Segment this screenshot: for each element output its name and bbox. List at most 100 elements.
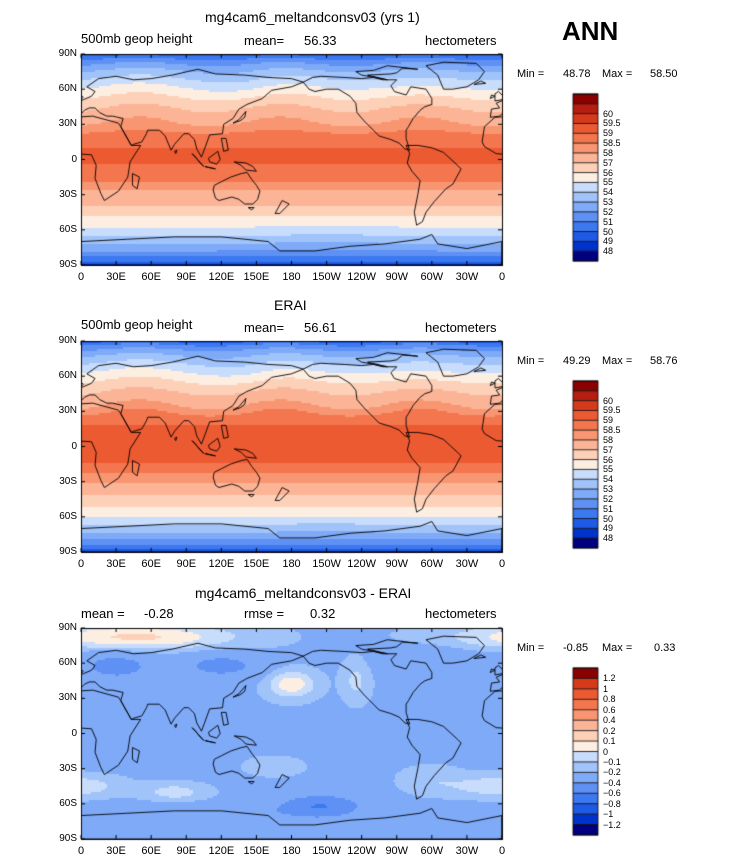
- colorbar-level-label: 59: [603, 415, 614, 426]
- colorbar-level-label: 48: [603, 246, 614, 257]
- colorbar-level-label: 57: [603, 444, 614, 455]
- colorbar-level-label: −1.2: [603, 819, 621, 830]
- x-tick-label: 30E: [106, 271, 126, 283]
- x-tick-label: 150W: [312, 271, 341, 283]
- colorbar-level-label: −1: [603, 809, 614, 820]
- x-tick-label: 60W: [420, 558, 444, 570]
- x-tick-label: 60E: [141, 271, 161, 283]
- x-tick-label: 30W: [455, 271, 479, 283]
- panel3-title: mg4cam6_meltandconsv03 - ERAI: [195, 585, 412, 601]
- panel1-max-value: 58.50: [650, 68, 678, 80]
- colorbar-level-label: 51: [603, 503, 614, 514]
- colorbar-level-label: 1.2: [603, 673, 616, 684]
- x-tick-label: 0: [77, 845, 85, 857]
- x-tick-label: 60E: [141, 558, 161, 570]
- panel2-max-label: Max =: [602, 355, 633, 367]
- colorbar-level-label: 49: [603, 236, 614, 247]
- y-tick-label: 0: [71, 153, 77, 165]
- y-tick-label: 90S: [59, 546, 77, 557]
- x-tick-label: 120E: [208, 271, 235, 283]
- colorbar-level-label: 52: [603, 206, 614, 217]
- colorbar-level-label: −0.8: [603, 798, 621, 809]
- x-tick-label: 180: [282, 271, 301, 283]
- panel1-title: mg4cam6_meltandconsv03 (yrs 1): [205, 9, 420, 25]
- colorbar-level-label: 55: [603, 464, 614, 475]
- panel3-min-value: -0.85: [563, 642, 589, 654]
- x-tick-label: 120W: [347, 845, 377, 857]
- y-tick-label: 30N: [58, 118, 77, 130]
- x-tick-label: 150E: [243, 845, 270, 857]
- y-tick-label: 0: [71, 440, 77, 452]
- y-tick-label: 90N: [58, 335, 77, 346]
- panel3-max-label: Max =: [602, 642, 633, 654]
- colorbar-level-label: 48: [603, 533, 614, 544]
- panel3-min-label: Min =: [517, 642, 545, 654]
- panel3-rmse-value: 0.32: [310, 606, 336, 621]
- x-tick-label: 90E: [176, 271, 197, 283]
- colorbar-level-label: 60: [603, 108, 614, 119]
- colorbar-level-label: 54: [603, 474, 614, 485]
- x-tick-label: 0: [498, 558, 506, 570]
- panel1-mean-value: 56.33: [304, 33, 337, 48]
- colorbar-level-label: 53: [603, 484, 614, 495]
- colorbar-level-label: 0.1: [603, 736, 616, 747]
- panel2-field-label: 500mb geop height: [81, 317, 193, 332]
- colorbar-level-label: 0.4: [603, 715, 616, 726]
- panel2-title: ERAI: [274, 297, 307, 313]
- x-tick-label: 30W: [455, 558, 479, 570]
- x-tick-label: 90W: [385, 271, 409, 283]
- panel2-min-label: Min =: [517, 355, 545, 367]
- y-tick-label: 90S: [59, 259, 77, 270]
- y-tick-label: 60S: [59, 797, 77, 809]
- x-tick-label: 120W: [347, 558, 377, 570]
- colorbar-level-label: −0.6: [603, 788, 621, 799]
- panel1-mean-label: mean=: [244, 33, 285, 48]
- y-tick-label: 60N: [58, 83, 77, 95]
- panel1-max-label: Max =: [602, 68, 633, 80]
- colorbar-level-label: 50: [603, 513, 614, 524]
- y-tick-label: 60S: [59, 223, 77, 235]
- x-tick-label: 0: [77, 558, 85, 570]
- y-tick-label: 30S: [59, 188, 77, 200]
- x-tick-label: 150E: [243, 558, 270, 570]
- colorbar-level-label: 55: [603, 177, 614, 188]
- panel1-units: hectometers: [425, 33, 497, 48]
- x-tick-label: 120E: [208, 558, 235, 570]
- colorbar-level-label: 0.6: [603, 704, 616, 715]
- y-tick-label: 30N: [58, 692, 77, 704]
- panel2-units: hectometers: [425, 320, 497, 335]
- y-tick-label: 90N: [58, 48, 77, 59]
- colorbar-level-label: 0.2: [603, 725, 616, 736]
- colorbar-level-label: 58: [603, 434, 614, 445]
- x-tick-label: 180: [282, 558, 301, 570]
- x-tick-label: 150E: [243, 271, 270, 283]
- colorbar-level-label: 60: [603, 395, 614, 406]
- colorbar-level-label: 51: [603, 216, 614, 227]
- colorbar-level-label: 56: [603, 167, 614, 178]
- y-tick-label: 0: [71, 727, 77, 739]
- colorbar-level-label: −0.4: [603, 777, 621, 788]
- colorbar-level-label: 0: [603, 746, 609, 757]
- panel1-min-label: Min =: [517, 68, 545, 80]
- y-tick-label: 60N: [58, 370, 77, 382]
- panel1-field-label: 500mb geop height: [81, 31, 193, 46]
- y-tick-label: 90S: [59, 833, 77, 844]
- colorbar-level-label: 59: [603, 128, 614, 139]
- panel3-max-value: 0.33: [654, 642, 676, 654]
- y-tick-label: 30S: [59, 762, 77, 774]
- x-tick-label: 120E: [208, 845, 235, 857]
- panel3-mean-value: -0.28: [144, 606, 174, 621]
- colorbar-level-label: 49: [603, 523, 614, 534]
- x-tick-label: 0: [77, 271, 85, 283]
- colorbar-level-label: 58.5: [603, 425, 621, 436]
- y-tick-label: 30N: [58, 405, 77, 417]
- x-tick-label: 0: [498, 845, 506, 857]
- x-tick-label: 90E: [176, 558, 197, 570]
- panel1-min-value: 48.78: [563, 68, 591, 80]
- panel2-mean-value: 56.61: [304, 320, 337, 335]
- panel3-mean-label: mean =: [81, 606, 125, 621]
- colorbar-level-label: 59.5: [603, 118, 621, 129]
- colorbar-level-label: 58.5: [603, 138, 621, 149]
- x-tick-label: 60W: [420, 845, 444, 857]
